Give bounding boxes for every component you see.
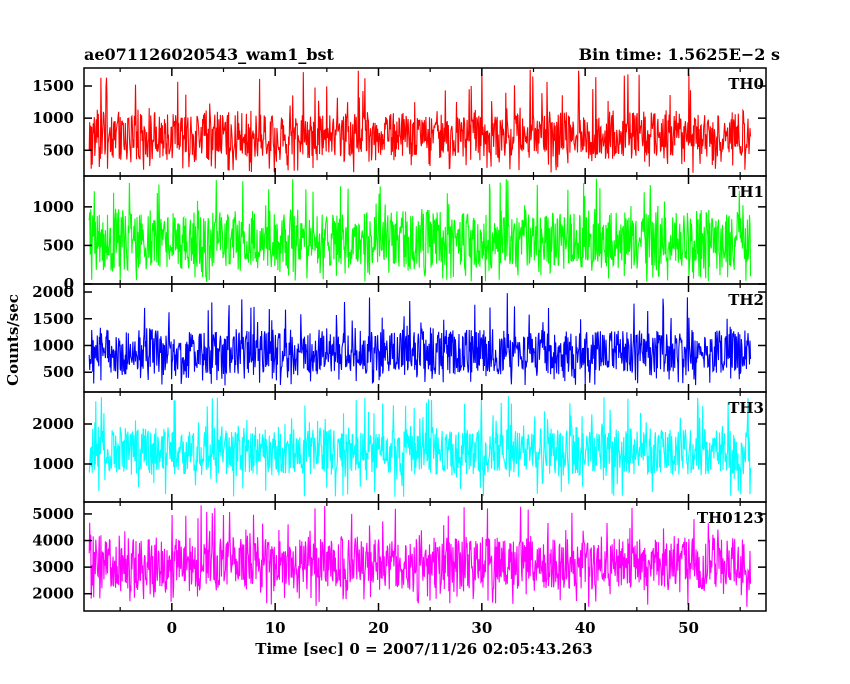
y-tick-label: 2000 bbox=[32, 415, 74, 433]
y-axis-label: Counts/sec bbox=[4, 294, 22, 386]
y-tick-label: 500 bbox=[43, 141, 74, 159]
x-axis: 0 10 20 30 40 50 bbox=[167, 619, 699, 637]
series-trace-th1 bbox=[88, 178, 752, 282]
panel-label: TH0123 bbox=[697, 509, 764, 527]
panel-frame bbox=[83, 501, 767, 612]
panel-th1: 0 500 1000 TH1 bbox=[32, 175, 767, 293]
panel-th3: 1000 2000 TH3 bbox=[32, 391, 767, 503]
y-tick-label: 0 bbox=[64, 275, 74, 293]
y-tick-label: 500 bbox=[43, 363, 74, 381]
y-tick-label: 2000 bbox=[32, 585, 74, 603]
panel-label: TH3 bbox=[728, 399, 764, 417]
panel-label: TH1 bbox=[728, 183, 764, 201]
x-tick-label: 0 bbox=[167, 619, 177, 637]
series-trace-th0 bbox=[88, 69, 752, 173]
y-tick-label: 1000 bbox=[32, 336, 74, 354]
bin-time-label: Bin time: 1.5625E−2 s bbox=[579, 45, 780, 64]
x-tick-label: 10 bbox=[265, 619, 286, 637]
y-tick-label: 5000 bbox=[32, 505, 74, 523]
panel-label: TH0 bbox=[728, 75, 764, 93]
y-tick-label: 4000 bbox=[32, 532, 74, 550]
y-tick-label: 1000 bbox=[32, 198, 74, 216]
x-tick-label: 30 bbox=[471, 619, 492, 637]
x-tick-label: 50 bbox=[678, 619, 699, 637]
panel-th2: 500 1000 1500 2000 TH2 bbox=[32, 283, 767, 393]
panel-th0123: 2000 3000 4000 5000 TH0123 bbox=[32, 501, 767, 612]
chart-title: ae071126020543_wam1_bst bbox=[84, 45, 335, 64]
series-trace-th0123 bbox=[88, 505, 752, 607]
y-tick-label: 1500 bbox=[32, 77, 74, 95]
y-tick-label: 500 bbox=[43, 236, 74, 254]
x-tick-label: 20 bbox=[368, 619, 389, 637]
y-tick-label: 1500 bbox=[32, 310, 74, 328]
series-trace-th2 bbox=[88, 293, 752, 386]
y-tick-label: 2000 bbox=[32, 283, 74, 301]
y-tick-label: 3000 bbox=[32, 558, 74, 576]
x-tick-label: 40 bbox=[575, 619, 596, 637]
series-trace-th3 bbox=[88, 396, 752, 497]
y-tick-label: 1000 bbox=[32, 109, 74, 127]
panel-th0: 500 1000 1500 TH0 bbox=[32, 67, 767, 177]
panels-layer: 500 1000 1500 TH0 0 500 1000 TH1 500 1000 1500 2000… bbox=[32, 67, 767, 612]
y-tick-label: 1000 bbox=[32, 455, 74, 473]
panel-label: TH2 bbox=[728, 291, 764, 309]
x-axis-label: Time [sec] 0 = 2007/11/26 02:05:43.263 bbox=[255, 640, 592, 658]
